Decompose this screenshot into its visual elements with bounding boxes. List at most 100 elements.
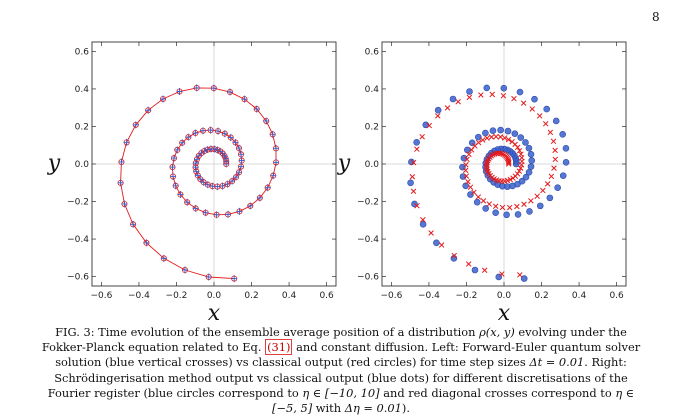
quantum-blue-cross [179, 139, 186, 147]
red-diagonal-cross [426, 122, 433, 129]
blue-circle-marker [482, 205, 489, 212]
cross-d2 [414, 202, 420, 209]
quantum-blue-cross [209, 182, 216, 190]
quantum-blue-cross [232, 173, 239, 181]
red-diagonal-cross [463, 173, 470, 179]
blue-circle-marker [504, 127, 512, 135]
red-diagonal-cross [552, 156, 559, 163]
quantum-blue-cross [227, 134, 234, 142]
quantum-blue-cross [123, 138, 130, 146]
quantum-blue-cross [174, 146, 181, 154]
quantum-blue-cross [213, 211, 220, 219]
red-diagonal-cross [471, 189, 477, 196]
x-tick-label: −0.6 [380, 291, 402, 301]
x-tick-label: 0.2 [534, 291, 548, 301]
cross-d2 [451, 252, 457, 259]
plot-frame [381, 41, 627, 287]
cross-d2 [484, 135, 490, 141]
quantum-blue-cross [204, 181, 211, 189]
red-diagonal-cross [517, 272, 523, 278]
cross-d2 [410, 188, 417, 194]
cross-d2 [466, 151, 472, 158]
red-diagonal-cross [488, 134, 495, 140]
red-diagonal-cross [550, 138, 557, 145]
quantum-blue-cross [270, 172, 277, 180]
cross-d2 [483, 164, 490, 170]
blue-circle-marker [546, 194, 554, 202]
cross-d2 [483, 162, 490, 168]
caption-text-1: FIG. 3: Time evolution of the ensemble a… [55, 325, 480, 339]
quantum-blue-cross [229, 177, 236, 185]
caption-math-deta: Δη = 0.01 [344, 401, 402, 416]
y-tick-label: −0.2 [357, 198, 379, 208]
cross-d2 [489, 91, 496, 98]
cross-d2 [500, 92, 507, 99]
red-diagonal-cross [428, 230, 434, 236]
cross-d2 [426, 122, 433, 129]
blue-circle-marker [473, 198, 481, 206]
red-diagonal-cross [468, 147, 475, 153]
cross-d2 [486, 201, 493, 207]
caption-text-7: ). [401, 401, 410, 416]
cross-d2 [465, 179, 471, 185]
quantum-blue-cross [225, 210, 232, 218]
blue-circle-marker [411, 200, 418, 208]
red-diagonal-cross [542, 121, 549, 127]
y-tick-label: 0.6 [75, 47, 90, 57]
quantum-blue-cross [185, 133, 192, 141]
x-axis-label: x [498, 301, 511, 326]
cross-d2 [501, 135, 508, 141]
red-diagonal-cross [493, 150, 500, 157]
red-diagonal-cross [462, 167, 469, 174]
cross-d2 [552, 156, 559, 163]
cross-d2 [552, 147, 558, 154]
cross-d2 [462, 167, 469, 174]
classical-trajectory-line [120, 87, 277, 280]
quantum-blue-cross [181, 266, 188, 274]
cross-d2 [540, 187, 546, 194]
cross-d2 [521, 201, 527, 208]
quantum-blue-cross [224, 180, 231, 188]
red-diagonal-cross [544, 181, 551, 187]
cross-d2 [514, 203, 520, 210]
red-diagonal-cross [551, 165, 557, 171]
cross-d2 [414, 146, 420, 152]
red-diagonal-cross [467, 184, 474, 190]
cross-d2 [493, 150, 500, 157]
left-panel: −0.6 −0.4 −0.2 0.0 0.2 0.4 0.6 −0.6 −0.4 −0.2 0.0 0… [47, 41, 337, 326]
blue-circle-marker [525, 168, 533, 176]
quantum-blue-cross [172, 182, 179, 190]
equation-ref-link[interactable]: (31) [265, 339, 293, 356]
red-diagonal-cross [444, 105, 451, 111]
x-tick-label: −0.4 [418, 291, 440, 301]
quantum-blue-cross [214, 146, 221, 154]
right-panel: −0.6 −0.4 −0.2 0.0 0.2 0.4 0.6 −0.6 −0.4 −0.2 0.0 0… [337, 41, 627, 326]
red-diagonal-cross [414, 202, 420, 209]
cross-d2 [514, 144, 521, 151]
red-diagonal-cross [499, 271, 505, 277]
cross-d2 [478, 92, 484, 98]
quantum-blue-cross [192, 163, 199, 171]
blue-circle-marker [419, 221, 427, 228]
cross-d2 [438, 242, 445, 248]
quantum-blue-cross [192, 204, 199, 212]
red-diagonal-cross [505, 157, 512, 163]
red-diagonal-cross [506, 204, 513, 211]
quantum-blue-cross [231, 275, 238, 283]
caption-text-2: evolving under the Fokker-Planck equatio… [41, 325, 627, 355]
cross-d2 [467, 184, 474, 190]
red-diagonal-cross [438, 242, 445, 248]
red-diagonal-cross [483, 162, 490, 168]
blue-circle-marker [559, 172, 567, 179]
quantum-blue-cross [197, 175, 204, 183]
cross-d2 [516, 147, 523, 154]
quantum-blue-cross [215, 127, 222, 135]
cross-d2 [505, 136, 512, 143]
red-diagonal-cross [514, 203, 520, 210]
cross-d2 [468, 147, 475, 153]
blue-circle-marker [527, 150, 535, 158]
caption-text-5: and red diagonal crosses correspond to [379, 385, 616, 400]
red-diagonal-cross [534, 193, 540, 199]
x-tick-label: 0.0 [497, 291, 512, 301]
red-diagonal-cross [463, 162, 469, 168]
